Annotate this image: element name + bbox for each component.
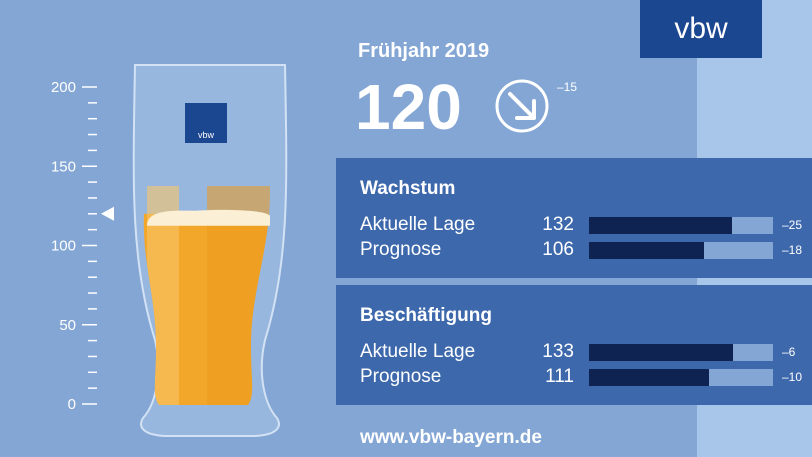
website-url: www.vbw-bayern.de bbox=[360, 427, 542, 448]
row-bar-fill bbox=[589, 344, 733, 361]
row-label: Prognose bbox=[360, 239, 442, 260]
glass-logo-text: vbw bbox=[198, 130, 215, 140]
beer-foam bbox=[147, 209, 270, 226]
index-change: –15 bbox=[557, 80, 578, 94]
row-bar-fill bbox=[589, 217, 732, 234]
row-change: –18 bbox=[782, 243, 803, 257]
growth-current-row: Aktuelle Lage 132 –25 bbox=[360, 213, 812, 237]
scale-tick-label: 200 bbox=[51, 79, 76, 96]
row-change: –6 bbox=[782, 345, 796, 359]
employment-forecast-row: Prognose 111 –10 bbox=[360, 365, 812, 389]
growth-forecast-row: Prognose 106 –18 bbox=[360, 238, 812, 262]
scale-labels: 200 150 100 50 0 bbox=[51, 79, 76, 413]
row-value: 111 bbox=[545, 366, 574, 387]
glass-logo-box bbox=[185, 103, 227, 143]
scale-ticks bbox=[82, 86, 97, 405]
row-bar-track bbox=[589, 242, 773, 259]
employment-current-row: Aktuelle Lage 133 –6 bbox=[360, 340, 812, 364]
row-bar-track bbox=[589, 344, 773, 361]
growth-panel-title: Wachstum bbox=[360, 178, 456, 199]
current-value-marker bbox=[101, 206, 114, 221]
beer-glass-gauge: vbw bbox=[132, 64, 288, 437]
trend-down-arrow-icon bbox=[495, 79, 549, 133]
scale-tick-label: 100 bbox=[51, 238, 76, 255]
row-label: Prognose bbox=[360, 366, 442, 387]
row-bar-track bbox=[589, 369, 773, 386]
scale-tick-label: 50 bbox=[59, 317, 76, 334]
business-climate-index-value: 120 bbox=[355, 71, 462, 143]
row-change: –25 bbox=[782, 218, 803, 232]
row-bar-fill bbox=[589, 242, 704, 259]
growth-panel: Wachstum Aktuelle Lage 132 –25 Prognose … bbox=[336, 158, 812, 278]
index-scale: 200 150 100 50 0 bbox=[51, 79, 114, 413]
row-label: Aktuelle Lage bbox=[360, 214, 476, 235]
vbw-logo: vbw bbox=[640, 0, 762, 58]
employment-panel-title: Beschäftigung bbox=[360, 305, 492, 326]
row-bar-track bbox=[589, 217, 773, 234]
row-value: 132 bbox=[542, 214, 574, 235]
period-title: Frühjahr 2019 bbox=[358, 40, 490, 62]
row-change: –10 bbox=[782, 370, 803, 384]
scale-tick-label: 0 bbox=[68, 396, 76, 413]
scale-tick-label: 150 bbox=[51, 158, 76, 175]
beer-highlight bbox=[147, 186, 179, 405]
row-value: 106 bbox=[542, 239, 574, 260]
row-label: Aktuelle Lage bbox=[360, 341, 476, 362]
row-value: 133 bbox=[542, 341, 574, 362]
row-bar-fill bbox=[589, 369, 710, 386]
employment-panel: Beschäftigung Aktuelle Lage 133 –6 Progn… bbox=[336, 285, 812, 405]
